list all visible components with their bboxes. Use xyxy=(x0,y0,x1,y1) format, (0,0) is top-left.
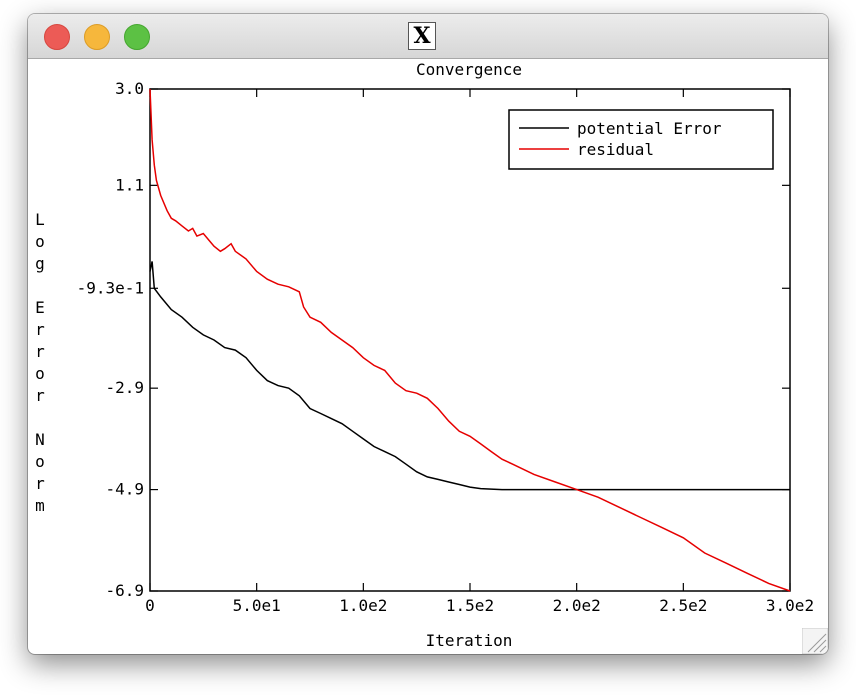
legend-box xyxy=(508,109,774,170)
chart-title: Convergence xyxy=(416,60,522,79)
x-tick-label: 3.0e2 xyxy=(766,596,814,615)
y-tick-label: -2.9 xyxy=(105,378,144,397)
y-axis-label-char: E xyxy=(35,298,45,317)
x-tick-label: 0 xyxy=(145,596,155,615)
x-tick-label: 5.0e1 xyxy=(233,596,281,615)
x-tick-label: 2.5e2 xyxy=(659,596,707,615)
x-tick-label: 1.5e2 xyxy=(446,596,494,615)
y-axis-label-char: r xyxy=(35,386,45,405)
minimize-window-button[interactable] xyxy=(84,24,110,50)
x-tick-label: 1.0e2 xyxy=(339,596,387,615)
x-axis-label: Iteration xyxy=(426,631,513,650)
y-tick-label: 1.1 xyxy=(115,175,144,194)
x11-icon: X xyxy=(408,22,436,50)
resize-grip[interactable] xyxy=(802,628,828,654)
legend: potential Error residual xyxy=(508,109,774,170)
axis-ticks: 0 5.0e1 1.0e2 1.5e2 2.0e2 2.5e2 3.0e2 3.0 1.1 -9.… xyxy=(77,79,815,615)
x-tick-label: 2.0e2 xyxy=(553,596,601,615)
y-tick-label: 3.0 xyxy=(115,79,144,98)
y-axis-label-char: r xyxy=(35,474,45,493)
series-line-residual xyxy=(149,88,791,592)
y-tick-label: -6.9 xyxy=(105,581,144,600)
y-axis-label-char: r xyxy=(35,320,45,339)
close-window-button[interactable] xyxy=(44,24,70,50)
y-axis-label-char: o xyxy=(35,232,45,251)
y-axis-label-char: o xyxy=(35,364,45,383)
zoom-window-button[interactable] xyxy=(124,24,150,50)
legend-label: potential Error xyxy=(577,119,722,138)
y-axis-label-char: o xyxy=(35,452,45,471)
y-axis-label-char: m xyxy=(35,496,45,515)
series-lines xyxy=(149,88,791,592)
y-tick-label: -9.3e-1 xyxy=(77,278,144,297)
legend-label: residual xyxy=(577,140,654,159)
y-axis-label-char: r xyxy=(35,342,45,361)
y-axis-label-char: N xyxy=(35,430,45,449)
y-tick-label: -4.9 xyxy=(105,480,144,499)
series-line-potential-error xyxy=(149,261,790,491)
y-axis-label-char: L xyxy=(35,210,45,229)
y-axis-label-char: g xyxy=(35,254,45,273)
title-bar[interactable]: X xyxy=(28,14,828,59)
